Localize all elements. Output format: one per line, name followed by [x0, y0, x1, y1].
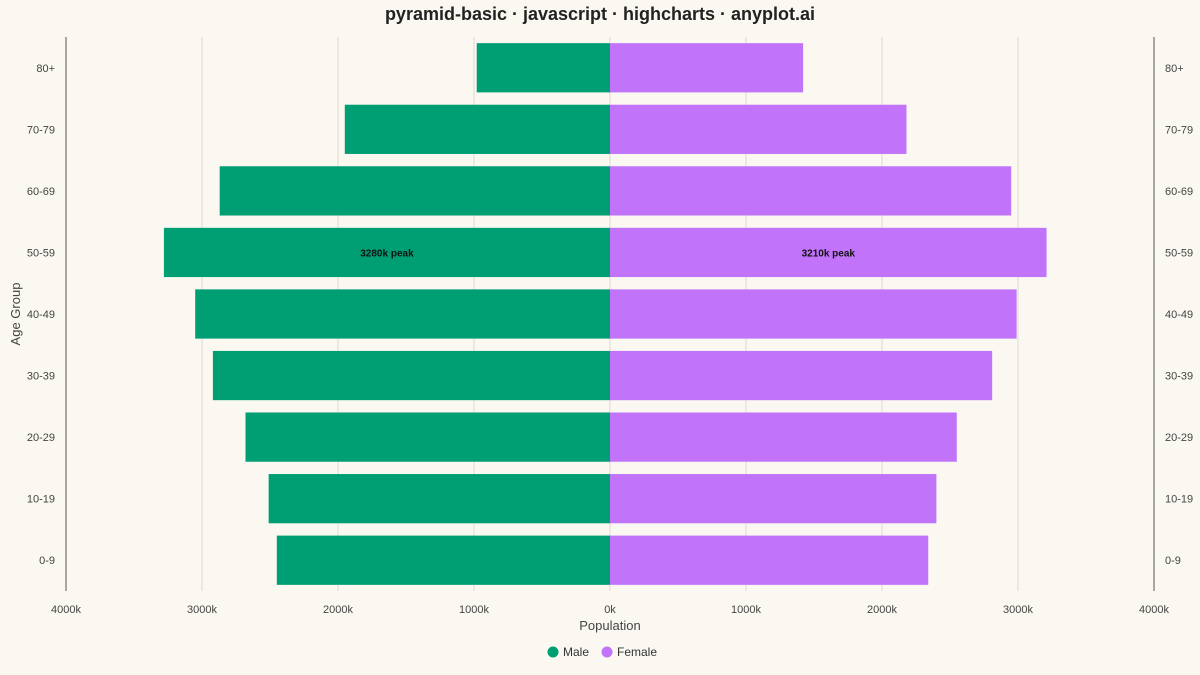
bar-female: [610, 289, 1017, 339]
y-tick-label-left: 10-19: [27, 494, 55, 506]
x-tick-label: 2000k: [867, 604, 897, 616]
label-layer: 3280k peak 3210k peak: [360, 248, 855, 259]
y-tick-label-right: 20-29: [1165, 432, 1193, 444]
bar-female: [610, 166, 1012, 216]
bar-female: [610, 350, 993, 401]
y-tick-label-right: 60-69: [1165, 186, 1193, 198]
legend-label-male: Male: [563, 645, 589, 659]
x-tick-label: 1000k: [459, 604, 489, 616]
legend-marker-female: [601, 646, 613, 658]
bar-female: [610, 474, 937, 524]
y-tick-label-right: 10-19: [1165, 494, 1193, 506]
bar-male: [195, 289, 610, 339]
y-tick-label-left: 80+: [36, 63, 55, 75]
y-tick-label-left: 20-29: [27, 432, 55, 444]
bar-female: [610, 43, 804, 93]
bar-female: [610, 412, 957, 462]
axis-layer: 4000k 3000k 2000k 1000k 0k 1000k 2000k 3000k 400…: [27, 37, 1193, 616]
bar-male: [268, 474, 610, 524]
bar-female: [610, 104, 907, 154]
x-axis-title: Population: [579, 618, 640, 633]
legend-marker-male: [547, 646, 559, 658]
x-tick-label: 1000k: [731, 604, 761, 616]
legend: Male Female: [547, 645, 657, 659]
legend-label-female: Female: [617, 645, 657, 659]
y-tick-label-left: 40-49: [27, 309, 55, 321]
y-tick-label-right: 0-9: [1165, 555, 1181, 567]
bar-male: [276, 535, 610, 585]
bar-male: [219, 166, 610, 216]
x-tick-label: 2000k: [323, 604, 353, 616]
y-tick-label-right: 40-49: [1165, 309, 1193, 321]
bar-layer: [163, 43, 1047, 585]
y-tick-label-left: 50-59: [27, 247, 55, 259]
bar-female: [610, 535, 929, 585]
y-tick-label-left: 60-69: [27, 186, 55, 198]
y-axis-title: Age Group: [8, 283, 23, 346]
bar-male: [476, 43, 610, 93]
bar-male: [163, 227, 611, 278]
peak-annotation: 3210k peak: [802, 248, 856, 259]
x-tick-label: 0k: [604, 604, 616, 616]
bar-male: [344, 104, 610, 154]
y-tick-label-right: 50-59: [1165, 247, 1193, 259]
y-tick-label-right: 80+: [1165, 63, 1184, 75]
y-tick-label-right: 70-79: [1165, 124, 1193, 136]
chart-title: pyramid-basic · javascript · highcharts …: [385, 4, 815, 24]
x-tick-label: 3000k: [187, 604, 217, 616]
y-tick-label-left: 0-9: [39, 555, 55, 567]
bar-male: [245, 412, 610, 462]
x-tick-label: 3000k: [1003, 604, 1033, 616]
y-tick-label-left: 30-39: [27, 371, 55, 383]
y-tick-label-right: 30-39: [1165, 371, 1193, 383]
y-tick-label-left: 70-79: [27, 124, 55, 136]
bar-male: [212, 350, 610, 401]
bar-female: [610, 227, 1047, 278]
x-tick-label: 4000k: [1139, 604, 1169, 616]
peak-annotation: 3280k peak: [360, 248, 414, 259]
x-tick-label: 4000k: [51, 604, 81, 616]
